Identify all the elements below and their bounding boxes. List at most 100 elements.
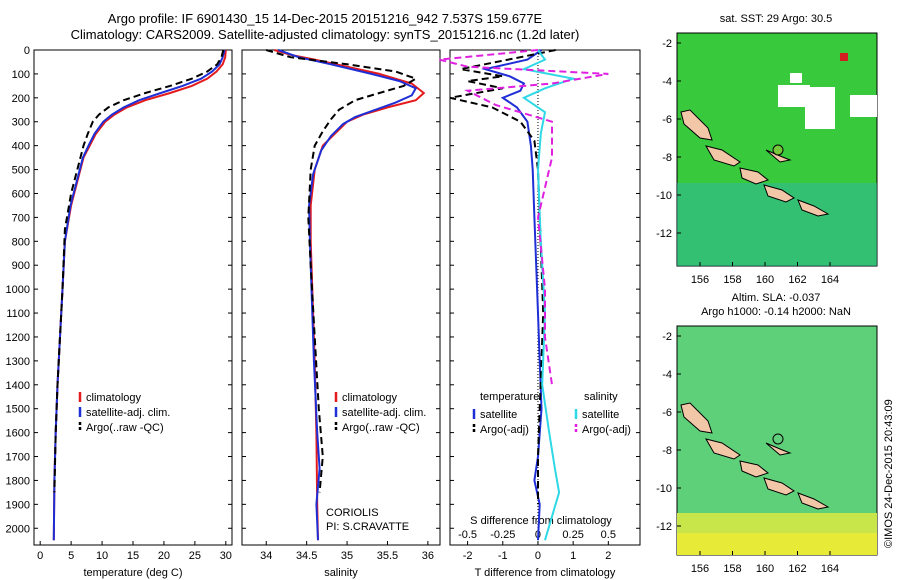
figure-title-line2: Climatology: CARS2009. Satellite-adjuste… [70,27,580,42]
map2-island [680,402,713,434]
map1-xtick-label: 156 [691,274,709,286]
map1-ytick-label: -6 [662,114,672,126]
map1-ytick-label: -8 [662,152,672,164]
panel3-legend-label: satellite [480,409,517,421]
map2-island [797,492,830,510]
panel1-xtick-label: 5 [68,550,74,562]
map2-xtick-label: 156 [691,563,709,575]
panel2-xtick-label: 34.5 [296,550,317,562]
map2-title-line1: Altim. SLA: -0.037 [731,292,821,304]
map1-island [704,145,741,167]
map2-island [763,477,795,496]
map2-ytick-label: -2 [662,331,672,343]
panel2-xtick-label: 34 [260,550,272,562]
depth-tick-label: 900 [12,260,30,272]
panel3-series-3 [520,49,577,541]
map2-ytick-label: -10 [656,483,672,495]
figure-title-line1: Argo profile: IF 6901430_15 14-Dec-2015 … [107,11,543,26]
map2-xtick-label: 162 [788,563,806,575]
panel2-series-2 [278,49,418,541]
panel1-xtick-label: 30 [220,550,232,562]
panel1-xtick-label: 20 [158,550,170,562]
panel2-xtick-label: 36 [422,550,434,562]
panel3-series-4 [439,49,609,385]
panel1-legend-label: satellite-adj. clim. [86,407,170,419]
depth-tick-label: 1700 [6,452,30,464]
map1-xtick-label: 162 [788,274,806,286]
map2-ytick-label: -12 [656,521,672,533]
panel2-xlabel: salinity [324,567,358,579]
panel1-xlabel: temperature (deg C) [83,567,182,579]
panel1-legend-label: climatology [86,392,142,404]
depth-tick-label: 400 [12,141,30,153]
map1-warm-pixel [840,53,848,61]
map2-ytick-label: -6 [662,407,672,419]
depth-tick-label: 1300 [6,356,30,368]
sdiff-tick-label: -0.5 [458,529,477,541]
panel3-series-2 [449,49,556,505]
panel3-xtick-label: -2 [463,550,473,562]
panel2-frame [241,49,441,546]
map1-xtick-label: 158 [723,274,741,286]
depth-tick-label: 0 [24,45,30,57]
map1-argo-location-marker [772,144,784,156]
legend-title-salinity: salinity [584,391,618,403]
depth-tick-label: 800 [12,236,30,248]
map1-cloud-mask [778,85,810,107]
map2-argo-location-marker [772,433,784,445]
map2-island [765,442,792,456]
panel1-series-1 [52,49,227,541]
panel2-legend-label: climatology [342,392,398,404]
map1-xtick-label: 160 [756,274,774,286]
depth-tick-label: 1500 [6,404,30,416]
depth-tick-label: 600 [12,188,30,200]
imos-credit: ©IMOS 24-Dec-2015 20:43:09 [883,399,895,548]
map2-xtick-label: 158 [723,563,741,575]
panel1-xtick-label: 0 [37,550,43,562]
sdiff-tick-label: 0.25 [562,529,583,541]
depth-tick-label: 1400 [6,380,30,392]
panel3-xtick-label: 1 [570,550,576,562]
map1-ytick-label: -10 [656,190,672,202]
map1-cloud-mask [850,95,877,117]
map1-island [763,184,795,203]
panel2-xtick-label: 35 [341,550,353,562]
map1-cloud-mask [790,73,802,83]
map1-island [797,199,830,217]
map1-ytick-label: -4 [662,76,672,88]
panel1-xtick-label: 25 [189,550,201,562]
panel1-xtick-label: 10 [96,550,108,562]
panel3-legend-label: satellite [582,409,619,421]
panel3-legend-label: Argo(-adj) [582,424,631,436]
depth-tick-label: 500 [12,165,30,177]
panel2-legend-label: satellite-adj. clim. [342,407,426,419]
map2-island [739,460,770,478]
map2-xtick-label: 160 [756,563,774,575]
panel1-xtick-label: 15 [127,550,139,562]
map1-ytick-label: -2 [662,38,672,50]
map2-ytick-label: -4 [662,369,672,381]
sdiff-tick-label: -0.25 [490,529,515,541]
panel3-frame [449,49,641,546]
depth-tick-label: 1100 [6,308,30,320]
map2-highest-sla-band [677,533,877,555]
depth-tick-label: 1600 [6,428,30,440]
panel1-legend-label: Argo(..raw -QC) [86,422,164,434]
map1-xtick-label: 164 [821,274,839,286]
pi-label: PI: S.CRAVATTE [326,521,409,533]
depth-tick-label: 100 [12,69,30,81]
panel1-series-2 [52,49,226,541]
legend-title-temperature: temperature [480,391,539,403]
panel1-frame [33,49,233,546]
panel3-xtick-label: 0 [535,550,541,562]
panel2-xtick-label: 35.5 [377,550,398,562]
map1-cloud-mask [805,87,835,129]
sdiff-label: S difference from climatology [470,515,612,527]
sdiff-tick-label: 0.5 [601,529,616,541]
panel2-series-1 [274,49,426,541]
institution-label: CORIOLIS [326,507,379,519]
depth-tick-label: 200 [12,93,30,105]
panel2-series-3 [265,49,419,493]
map2-ytick-label: -8 [662,445,672,457]
